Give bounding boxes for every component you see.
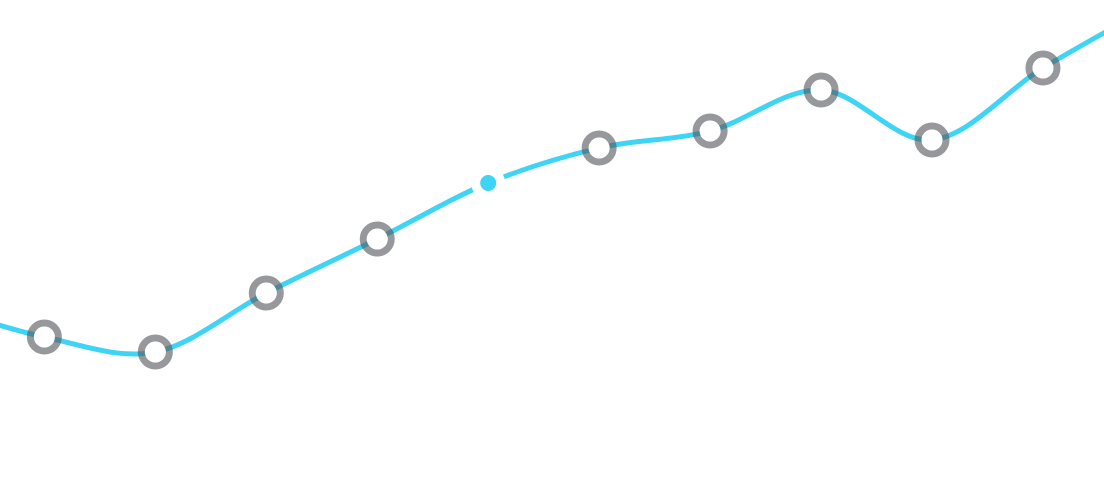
point: [480, 175, 497, 191]
point-marker: [914, 122, 950, 158]
point-marker: [359, 221, 395, 257]
highlight-point: [471, 166, 506, 200]
point-center: [33, 326, 55, 348]
point-center: [255, 282, 277, 304]
series-line: [0, 29, 1104, 357]
point-center: [921, 129, 943, 151]
point-marker: [803, 72, 839, 108]
point-center: [810, 79, 832, 101]
point-center: [144, 341, 166, 363]
point-marker: [248, 275, 284, 311]
point-marker: [1025, 50, 1061, 86]
point-marker: [581, 130, 617, 166]
point-marker: [137, 334, 173, 370]
point-center: [1032, 57, 1054, 79]
point-center: [588, 137, 610, 159]
point-center: [699, 120, 721, 142]
point-center: [366, 228, 388, 250]
point-marker: [26, 319, 62, 355]
point-marker: [692, 113, 728, 149]
